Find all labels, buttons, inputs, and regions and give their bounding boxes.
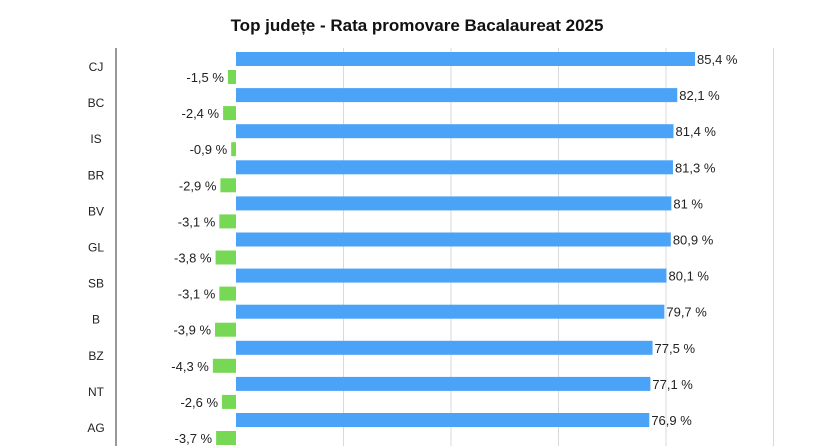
data-label-change: -3,1 %: [178, 287, 216, 302]
data-label-change: -4,3 %: [171, 359, 209, 374]
data-label-change: -2,4 %: [182, 106, 220, 121]
bar-change: [223, 106, 236, 121]
category-label: AG: [87, 421, 104, 435]
data-label-pass-rate: 80,1 %: [669, 269, 710, 284]
data-label-change: -3,8 %: [174, 251, 212, 266]
category-label: BR: [88, 168, 105, 182]
bar-change: [212, 358, 236, 373]
labels: CJ 85,4 % -1,5 % BC 82,1 % -2,4 % IS 81,4 % -0,9…: [87, 52, 738, 446]
bar-change: [215, 250, 236, 265]
bar-change: [220, 178, 236, 193]
bar-pass-rate: [236, 124, 674, 139]
bars: [212, 52, 695, 445]
bar-change: [227, 70, 236, 84]
category-label: BC: [88, 96, 105, 110]
data-label-change: -3,1 %: [178, 214, 216, 229]
bar-pass-rate: [236, 88, 678, 103]
data-label-pass-rate: 77,1 %: [652, 377, 693, 392]
category-label: BZ: [88, 349, 103, 363]
data-label-change: -1,5 %: [186, 70, 224, 85]
bar-pass-rate: [236, 413, 650, 427]
category-label: BV: [88, 204, 104, 218]
category-label: SB: [88, 277, 104, 291]
bar-change: [231, 142, 236, 157]
data-label-pass-rate: 81,4 %: [676, 124, 717, 139]
data-label-pass-rate: 82,1 %: [679, 88, 720, 103]
data-label-pass-rate: 76,9 %: [651, 413, 692, 428]
bar-change: [215, 322, 236, 337]
data-label-pass-rate: 77,5 %: [655, 341, 696, 356]
bar-pass-rate: [236, 160, 673, 175]
data-label-pass-rate: 80,9 %: [673, 233, 714, 248]
category-label: NT: [88, 385, 105, 399]
chart-title: Top județe - Rata promovare Bacalaureat …: [230, 16, 604, 35]
data-label-change: -0,9 %: [190, 142, 228, 157]
bar-pass-rate: [236, 232, 671, 247]
bar-change: [216, 431, 236, 445]
bar-change: [219, 214, 236, 229]
bar-change: [222, 394, 236, 409]
bar-pass-rate: [236, 52, 695, 66]
data-label-change: -2,6 %: [180, 395, 218, 410]
data-label-pass-rate: 85,4 %: [697, 52, 738, 67]
data-label-pass-rate: 81 %: [673, 196, 703, 211]
category-label: IS: [90, 132, 101, 146]
data-label-pass-rate: 79,7 %: [666, 305, 707, 320]
category-label: B: [92, 313, 100, 327]
bar-change: [219, 286, 236, 301]
data-label-change: -3,7 %: [175, 431, 213, 446]
bar-pass-rate: [236, 196, 672, 211]
category-label: CJ: [89, 60, 104, 74]
data-label-change: -2,9 %: [179, 178, 217, 193]
category-label: GL: [88, 241, 104, 255]
bar-pass-rate: [236, 304, 665, 319]
data-label-pass-rate: 81,3 %: [675, 160, 716, 175]
bar-pass-rate: [236, 376, 651, 391]
bar-pass-rate: [236, 268, 667, 283]
data-label-change: -3,9 %: [173, 323, 211, 338]
bar-pass-rate: [236, 340, 653, 355]
